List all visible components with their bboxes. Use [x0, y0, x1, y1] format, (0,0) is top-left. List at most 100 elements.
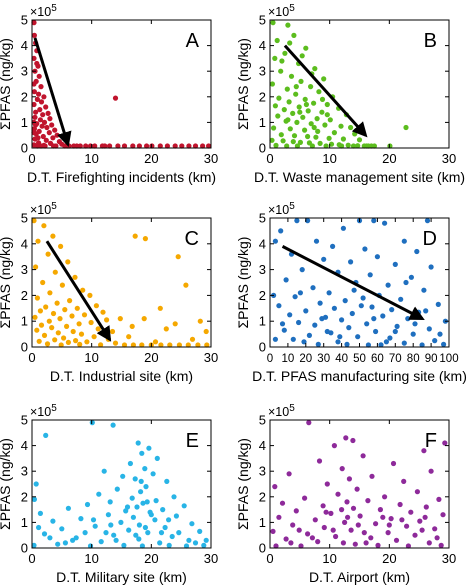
data-point — [31, 130, 37, 136]
data-point — [319, 316, 325, 322]
data-point — [189, 336, 196, 342]
data-point — [31, 81, 37, 87]
data-point — [389, 307, 395, 313]
data-point — [149, 143, 155, 149]
data-point — [92, 523, 98, 529]
x-tick-label: 30 — [442, 151, 456, 166]
data-point — [290, 139, 296, 145]
data-point — [392, 261, 398, 267]
data-point — [292, 294, 298, 300]
data-point — [331, 130, 337, 136]
y-exponent-base: ×10 — [268, 405, 289, 419]
data-point — [355, 143, 361, 149]
data-point — [133, 532, 139, 538]
x-axis-label: D.T. PFAS manufacturing site (km) — [252, 368, 467, 384]
data-point — [144, 499, 150, 505]
data-point — [311, 124, 317, 131]
data-point — [346, 476, 352, 482]
data-point — [64, 323, 70, 329]
data-point — [103, 530, 109, 536]
y-exponent-label: ×105 — [30, 201, 57, 217]
data-point — [50, 518, 56, 524]
y-tick-label: 1 — [21, 314, 28, 329]
data-point — [330, 527, 336, 533]
x-tick-label: 0 — [267, 353, 273, 365]
x-tick-label: 30 — [317, 353, 330, 365]
x-tick-label: 0 — [266, 551, 273, 566]
data-point — [283, 536, 289, 542]
data-point — [130, 143, 136, 149]
data-point — [123, 508, 129, 514]
data-point — [44, 341, 51, 347]
data-point — [67, 298, 73, 304]
x-tick-label: 70 — [389, 353, 402, 365]
data-point — [192, 143, 199, 149]
data-point — [434, 535, 440, 541]
y-exponent-power: 5 — [51, 403, 57, 414]
x-tick-label: 20 — [144, 551, 158, 566]
data-point — [113, 537, 119, 543]
data-point — [32, 314, 38, 320]
data-point — [37, 510, 44, 516]
data-point — [350, 505, 357, 511]
panel-c: 0 1 2 3 4 5 0 10 20 30 ×105 ΣPFAS (ng/kg) D.T. Indus… — [0, 201, 218, 384]
data-point — [349, 310, 355, 317]
y-tick-label: 2 — [259, 489, 266, 504]
y-exponent-power: 5 — [51, 201, 57, 212]
data-point — [299, 53, 305, 59]
data-point — [315, 341, 321, 347]
data-point — [197, 318, 203, 324]
data-point — [421, 287, 427, 293]
x-tick-label: 50 — [353, 353, 366, 365]
data-point — [394, 323, 400, 329]
data-point — [33, 481, 39, 487]
data-point — [419, 527, 425, 533]
data-point — [185, 342, 191, 348]
data-point — [117, 316, 123, 322]
data-point — [403, 124, 409, 131]
data-point — [296, 104, 302, 110]
data-point — [84, 339, 90, 345]
data-point — [327, 117, 333, 123]
x-tick-label: 20 — [382, 151, 396, 166]
data-point — [371, 316, 377, 322]
data-point — [296, 319, 302, 326]
x-tick-label: 0 — [28, 551, 35, 566]
data-point — [140, 500, 146, 506]
data-point — [40, 279, 46, 286]
data-point — [93, 303, 99, 309]
data-point — [424, 218, 431, 224]
data-point — [166, 542, 172, 549]
y-tick-label: 4 — [259, 38, 266, 53]
x-tick-label: 30 — [204, 151, 218, 166]
data-point — [37, 308, 44, 314]
data-point — [278, 68, 284, 74]
data-point — [344, 499, 350, 505]
data-point — [204, 342, 210, 348]
x-tick-label: 0 — [28, 350, 35, 365]
data-point — [59, 282, 65, 288]
data-point — [41, 332, 48, 338]
data-point — [162, 524, 168, 531]
data-point — [274, 37, 280, 44]
data-point — [192, 540, 199, 546]
data-point — [148, 512, 154, 518]
trend-arrow — [45, 240, 112, 342]
data-point — [371, 143, 377, 149]
data-point — [269, 137, 275, 143]
y-tick-label: 3 — [21, 64, 28, 79]
data-point — [281, 107, 287, 113]
data-point — [302, 127, 308, 133]
data-point — [412, 532, 418, 538]
y-axis-label: ΣPFAS (ng/kg) — [235, 38, 251, 130]
data-point — [41, 94, 47, 100]
data-point — [81, 312, 88, 318]
data-point — [73, 338, 79, 344]
data-point — [339, 317, 345, 323]
data-point — [419, 342, 425, 348]
data-point — [142, 236, 148, 242]
data-point — [164, 143, 170, 149]
axes-frame — [269, 19, 450, 149]
data-point — [432, 526, 438, 532]
y-tick-label: 3 — [259, 64, 266, 79]
